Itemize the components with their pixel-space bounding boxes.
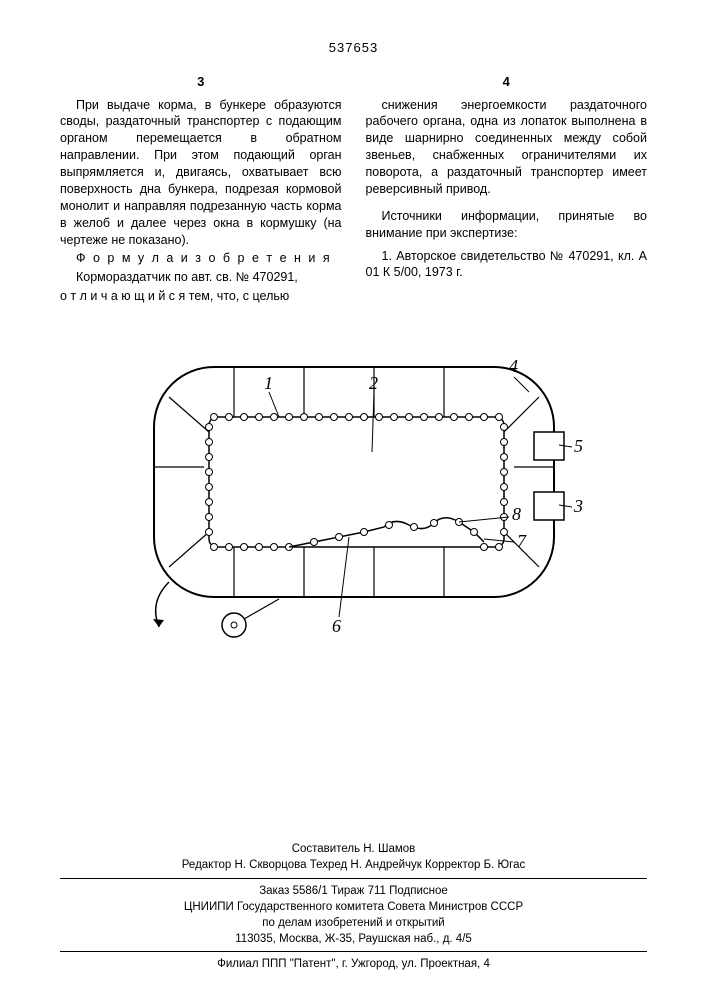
seg-line xyxy=(169,532,209,567)
footer-composer: Составитель Н. Шамов xyxy=(60,841,647,857)
sources-heading: Источники информации, принятые во вниман… xyxy=(366,208,648,242)
left-para-1: При выдаче корма, в бункере образуются с… xyxy=(60,97,342,249)
drive-link xyxy=(244,599,279,619)
footer-editors: Редактор Н. Скворцова Техред Н. Андрейчу… xyxy=(60,857,647,873)
page: 537653 3 При выдаче корма, в бункере обр… xyxy=(0,0,707,1000)
label-5: 5 xyxy=(574,436,583,456)
formula-label: Ф о р м у л а и з о б р е т е н и я xyxy=(76,251,332,265)
left-column: 3 При выдаче корма, в бункере образуются… xyxy=(60,73,342,307)
window-5 xyxy=(534,432,564,460)
chain-links xyxy=(205,414,507,551)
label-8: 8 xyxy=(512,504,521,524)
footer-order: Заказ 5586/1 Тираж 711 Подписное xyxy=(60,883,647,899)
footer-addr: 113035, Москва, Ж-35, Раушская наб., д. … xyxy=(60,931,647,947)
leader-2 xyxy=(372,392,374,452)
blade-joints xyxy=(310,519,477,546)
leader-6 xyxy=(339,537,349,617)
page-number-right: 4 xyxy=(366,73,648,91)
label-1: 1 xyxy=(264,373,273,393)
label-2: 2 xyxy=(369,373,378,393)
document-number: 537653 xyxy=(60,40,647,55)
leader-7 xyxy=(484,539,514,542)
seg-line xyxy=(504,397,539,432)
left-para-2a: Кормораздатчик по авт. св. № 470291, xyxy=(60,269,342,286)
seg-line xyxy=(169,397,209,432)
window-3 xyxy=(534,492,564,520)
footer-org2: по делам изобретений и открытий xyxy=(60,915,647,931)
label-6: 6 xyxy=(332,616,341,636)
drive-wheel xyxy=(222,613,246,637)
leader-4 xyxy=(514,377,529,392)
inner-rect xyxy=(209,417,504,547)
footer: Составитель Н. Шамов Редактор Н. Скворцо… xyxy=(60,841,647,972)
footer-rule-1 xyxy=(60,878,647,879)
right-column: 4 снижения энергоемкости раздаточного ра… xyxy=(366,73,648,307)
text-columns: 3 При выдаче корма, в бункере образуются… xyxy=(60,73,647,307)
figure-svg: 1 2 3 4 5 6 7 8 xyxy=(114,337,594,677)
formula-heading: Ф о р м у л а и з о б р е т е н и я xyxy=(60,250,342,267)
footer-org: ЦНИИПИ Государственного комитета Совета … xyxy=(60,899,647,915)
source-1: 1. Авторское свидетельство № 470291, кл.… xyxy=(366,248,648,282)
outer-rect xyxy=(154,367,554,597)
label-4: 4 xyxy=(509,356,518,376)
drive-wheel-center xyxy=(231,622,237,628)
label-7: 7 xyxy=(517,531,527,551)
page-number-left: 3 xyxy=(60,73,342,91)
rotation-arrow-head xyxy=(153,619,164,627)
right-para-1: снижения энергоемкости раздаточного рабо… xyxy=(366,97,648,198)
left-para-2b: о т л и ч а ю щ и й с я тем, что, с цель… xyxy=(60,288,342,305)
label-3: 3 xyxy=(573,496,583,516)
footer-branch: Филиал ППП "Патент", г. Ужгород, ул. Про… xyxy=(60,956,647,972)
footer-rule-2 xyxy=(60,951,647,952)
patent-figure: 1 2 3 4 5 6 7 8 xyxy=(60,337,647,677)
